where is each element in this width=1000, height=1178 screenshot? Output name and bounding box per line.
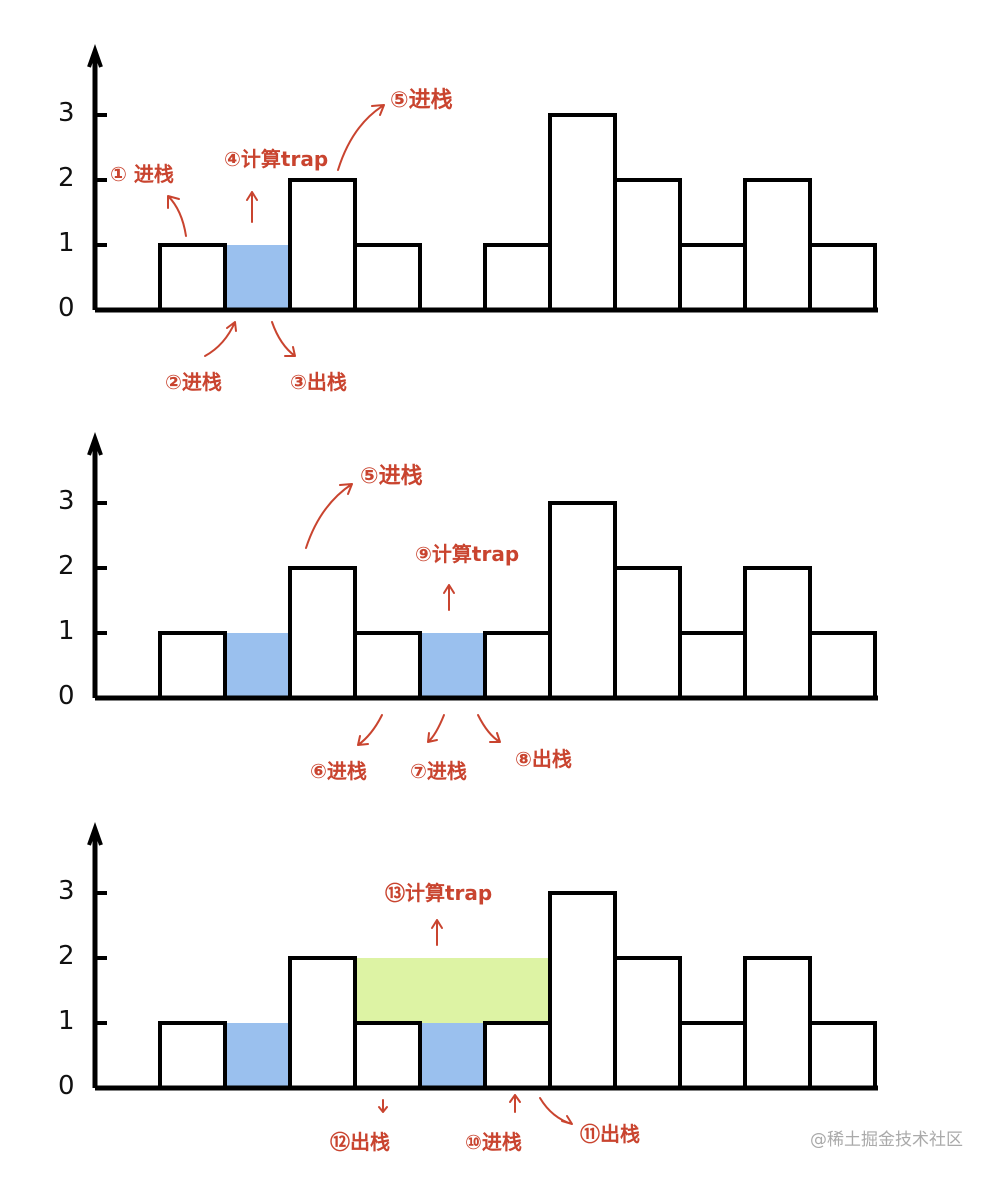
annotation-push-5: ⑤进栈 [360, 464, 423, 489]
y-tick-label: 0 [58, 1071, 75, 1101]
bar [288, 566, 357, 700]
bar [678, 631, 747, 700]
water-blue [422, 1023, 483, 1088]
bar [613, 956, 682, 1090]
bar [483, 243, 552, 312]
arrow-13 [431, 919, 443, 946]
arrow-12 [378, 1099, 388, 1113]
y-axis-arrow [87, 43, 103, 68]
bar [548, 891, 617, 1090]
annotation-push-2: ②进栈 [165, 370, 222, 394]
arrow-11 [539, 1097, 573, 1125]
bar [613, 566, 682, 700]
y-tick-label: 2 [58, 163, 75, 193]
water-green [357, 958, 548, 1023]
panel-1 [87, 43, 878, 313]
water-blue [422, 633, 483, 698]
y-tick-label: 1 [58, 228, 75, 258]
annotation-push-1: ① 进栈 [110, 162, 174, 186]
bar [548, 113, 617, 312]
bar [288, 956, 357, 1090]
annotation-push-7: ⑦进栈 [410, 759, 467, 783]
arrow-8 [477, 714, 501, 743]
bar [158, 631, 227, 700]
annotation-pop-11: ⑪出栈 [580, 1122, 640, 1146]
y-tick-label: 3 [58, 876, 75, 906]
bar [353, 243, 422, 312]
annotation-pop-12: ⑫出栈 [330, 1130, 390, 1154]
y-tick-label: 1 [58, 1006, 75, 1036]
y-axis-arrow [87, 821, 103, 846]
bar [678, 243, 747, 312]
bar [483, 631, 552, 700]
bar [743, 178, 812, 312]
y-tick-label: 2 [58, 941, 75, 971]
bar [613, 178, 682, 312]
bar [808, 631, 877, 700]
water-blue [227, 245, 288, 310]
water-blue [227, 1023, 288, 1088]
arrow-9 [443, 584, 455, 611]
bar [678, 1021, 747, 1090]
bar [808, 1021, 877, 1090]
annotation-arrows [167, 104, 573, 1125]
arrow-4 [246, 191, 258, 223]
bar [158, 1021, 227, 1090]
annotation-push-6: ⑥进栈 [310, 759, 367, 783]
bar [483, 1021, 552, 1090]
y-tick-label: 3 [58, 486, 75, 516]
annotation-push-10: ⑩进栈 [465, 1130, 522, 1154]
annotation-calc-9: ⑨计算trap [415, 542, 520, 566]
annotation-pop-8: ⑧出栈 [515, 747, 572, 771]
bar [743, 956, 812, 1090]
y-tick-label: 0 [58, 293, 75, 323]
annotation-calc-4: ④计算trap [224, 147, 329, 171]
panel-3 [87, 821, 878, 1091]
y-tick-label: 3 [58, 98, 75, 128]
y-tick-label: 0 [58, 681, 75, 711]
bar [288, 178, 357, 312]
bar [353, 631, 422, 700]
panel-2 [87, 431, 878, 701]
bar [353, 1021, 422, 1090]
arrow-7 [427, 714, 445, 743]
arrow-10 [509, 1094, 521, 1113]
annotation-push-5: ⑤进栈 [390, 88, 453, 113]
y-axis-arrow [87, 431, 103, 456]
water-blue [227, 633, 288, 698]
bar [158, 243, 227, 312]
y-tick-label: 2 [58, 551, 75, 581]
watermark: @稀土掘金技术社区 [810, 1130, 963, 1150]
bar [548, 501, 617, 700]
arrow-5 [337, 104, 385, 171]
arrow-3 [271, 321, 296, 357]
arrow-1 [167, 195, 187, 237]
arrow-5b [305, 483, 353, 549]
y-tick-label: 1 [58, 616, 75, 646]
annotation-calc-13: ⑬计算trap [385, 881, 493, 905]
bar [743, 566, 812, 700]
annotation-pop-3: ③出栈 [290, 370, 347, 394]
arrow-2 [204, 321, 237, 357]
bar [808, 243, 877, 312]
arrow-6 [357, 714, 383, 746]
